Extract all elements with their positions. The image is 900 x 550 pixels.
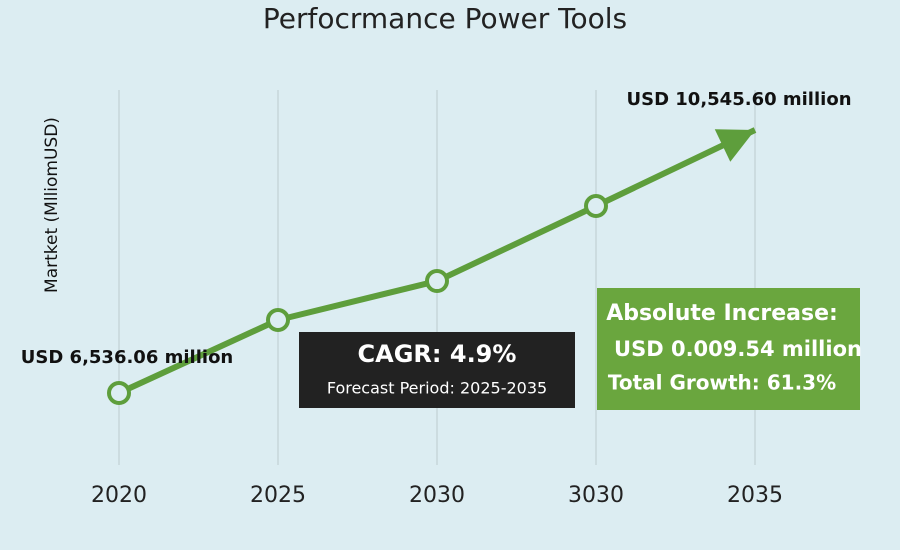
cagr-box — [299, 332, 575, 408]
x-tick-label: 2035 — [727, 483, 783, 508]
arrow-head — [714, 129, 755, 162]
x-tick-label: 2025 — [250, 483, 306, 508]
cagr-text: CAGR: 4.9% — [358, 340, 517, 368]
point — [584, 193, 608, 218]
y-axis-label: Martket (MlliomUSD) — [42, 117, 62, 293]
increase-text: Total Growth: 61.3% — [608, 371, 836, 395]
increase-text: Absolute Increase: — [606, 301, 838, 326]
increase-text: USD 0.009.54 million — [614, 337, 862, 361]
plot — [107, 127, 757, 405]
point — [425, 269, 449, 294]
x-tick-label: 2020 — [91, 483, 147, 508]
cagr-period: Forecast Period: 2025-2035 — [327, 379, 547, 398]
point — [107, 381, 131, 405]
increase-box — [597, 288, 860, 410]
point — [266, 307, 290, 332]
chart-title: Perfocrmance Power Tools — [263, 2, 627, 35]
value-label: USD 10,545.60 million — [626, 89, 851, 110]
x-tick-label: 3030 — [568, 483, 624, 508]
x-tick-label: 2030 — [409, 483, 465, 508]
value-label: USD 6,536.06 million — [21, 347, 234, 368]
